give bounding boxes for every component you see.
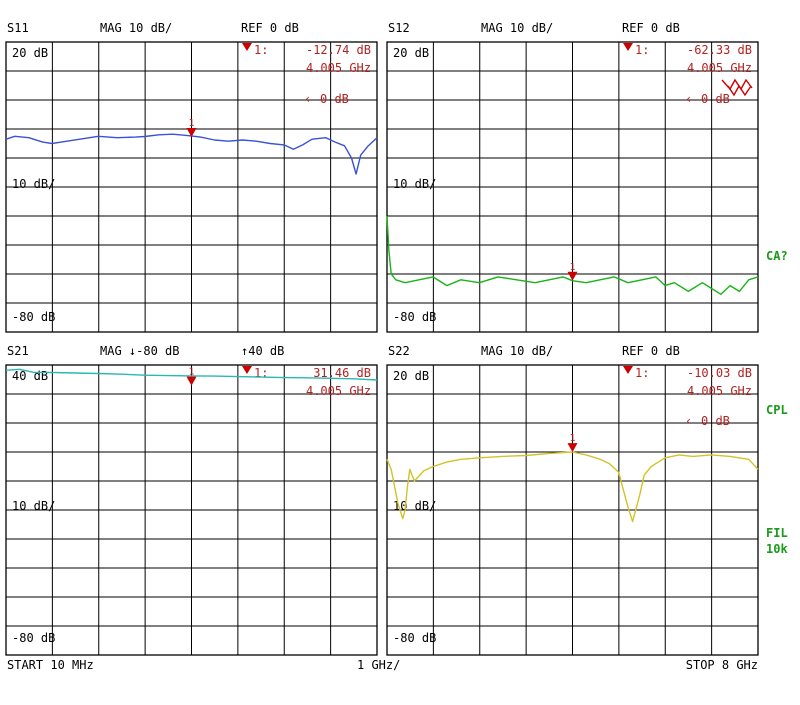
- marker-number: 1: [188, 367, 194, 378]
- status-fil: FIL: [766, 526, 788, 540]
- marker-legend-name-s11: 1:: [254, 43, 268, 57]
- unsteady-sweep-icon: [721, 78, 753, 97]
- trace-s11: [5, 133, 378, 175]
- marker-1-s22: 1: [567, 433, 578, 453]
- panel-s22: S22 MAG 10 dB/ REF 0 dB 20 dB 10 dB/ -80…: [386, 344, 759, 656]
- marker-1-s12: 1: [567, 262, 578, 281]
- panel-s21: S21 MAG ↓-80 dB ↑40 dB 40 dB 10 dB/ -80 …: [5, 344, 378, 656]
- marker-triangle: [567, 443, 578, 453]
- marker-legend-name-s12: 1:: [635, 43, 649, 57]
- marker-legend-value-s11: -12.74 dB: [306, 43, 371, 57]
- status-ca: CA?: [766, 249, 788, 263]
- grid-s21: [5, 364, 378, 656]
- marker-legend-name-s22: 1:: [635, 366, 649, 380]
- status-cpl: CPL: [766, 403, 788, 417]
- panel-s12: S12 MAG 10 dB/ REF 0 dB 20 dB 10 dB/ -80…: [386, 21, 759, 333]
- trace-s12: [386, 215, 759, 295]
- marker-number: 1: [569, 262, 575, 273]
- ref-line-label-s22: 0 dB: [701, 414, 730, 428]
- marker-triangle: [567, 271, 578, 281]
- bottom-scale-label-s11: -80 dB: [12, 310, 55, 324]
- marker-number: 1: [188, 118, 194, 129]
- marker-legend-icon: [242, 366, 252, 374]
- param-label-s12: S12: [388, 21, 410, 35]
- marker-triangle: [186, 127, 197, 137]
- trace-s21: [5, 368, 378, 381]
- bottom-scale-label-s21: -80 dB: [12, 631, 55, 645]
- ref-line-arrow-icon: ‹: [304, 92, 311, 106]
- trace-line: [386, 215, 759, 295]
- ref-line-arrow-icon: ‹: [685, 92, 692, 106]
- trace-line: [5, 133, 378, 175]
- grid-s12: [386, 41, 759, 333]
- trace-s22: [386, 451, 759, 523]
- marker-legend-icon: [623, 43, 633, 51]
- top-scale-label-s22: 20 dB: [393, 369, 429, 383]
- marker-legend-freq-s12: 4.005 GHz: [687, 61, 752, 75]
- trace-line: [386, 451, 759, 523]
- marker-legend-freq-s11: 4.005 GHz: [306, 61, 371, 75]
- marker-legend-value-s12: -62.33 dB: [687, 43, 752, 57]
- ref-label-s21: ↑40 dB: [241, 344, 284, 358]
- format-label-s11: MAG 10 dB/: [100, 21, 172, 35]
- marker-legend-icon: [623, 366, 633, 374]
- ref-line-label-s11: 0 dB: [320, 92, 349, 106]
- start-frequency: START 10 MHz: [7, 658, 94, 672]
- status-fil-bandwidth: 10k: [766, 542, 788, 556]
- mid-scale-label-s21: 10 dB/: [12, 499, 55, 513]
- format-label-s22: MAG 10 dB/: [481, 344, 553, 358]
- param-label-s22: S22: [388, 344, 410, 358]
- bottom-scale-label-s22: -80 dB: [393, 631, 436, 645]
- param-label-s11: S11: [7, 21, 29, 35]
- ref-label-s11: REF 0 dB: [241, 21, 299, 35]
- marker-1-s21: 1: [186, 367, 197, 386]
- ref-line-label-s12: 0 dB: [701, 92, 730, 106]
- marker-legend-freq-s21: 4.005 GHz: [306, 384, 371, 398]
- panel-s11: S11 MAG 10 dB/ REF 0 dB 20 dB 10 dB/ -80…: [5, 21, 378, 333]
- top-scale-label-s11: 20 dB: [12, 46, 48, 60]
- mid-scale-label-s22: 10 dB/: [393, 499, 436, 513]
- marker-legend-freq-s22: 4.005 GHz: [687, 384, 752, 398]
- trace-line: [5, 368, 378, 381]
- ref-label-s22: REF 0 dB: [622, 344, 680, 358]
- marker-triangle: [186, 376, 197, 386]
- frequency-per-division: 1 GHz/: [357, 658, 400, 672]
- param-label-s21: S21: [7, 344, 29, 358]
- marker-legend-value-s22: -10.03 dB: [687, 366, 752, 380]
- stop-frequency: STOP 8 GHz: [686, 658, 758, 672]
- format-label-s12: MAG 10 dB/: [481, 21, 553, 35]
- ref-label-s12: REF 0 dB: [622, 21, 680, 35]
- format-label-s21: MAG ↓-80 dB: [100, 344, 179, 358]
- marker-legend-value-s21: 31.46 dB: [313, 366, 371, 380]
- marker-legend-icon: [242, 43, 252, 51]
- marker-1-s11: 1: [186, 118, 197, 137]
- mid-scale-label-s11: 10 dB/: [12, 177, 55, 191]
- top-scale-label-s12: 20 dB: [393, 46, 429, 60]
- mid-scale-label-s12: 10 dB/: [393, 177, 436, 191]
- marker-number: 1: [569, 433, 575, 444]
- bottom-scale-label-s12: -80 dB: [393, 310, 436, 324]
- ref-line-arrow-icon: ‹: [685, 414, 692, 428]
